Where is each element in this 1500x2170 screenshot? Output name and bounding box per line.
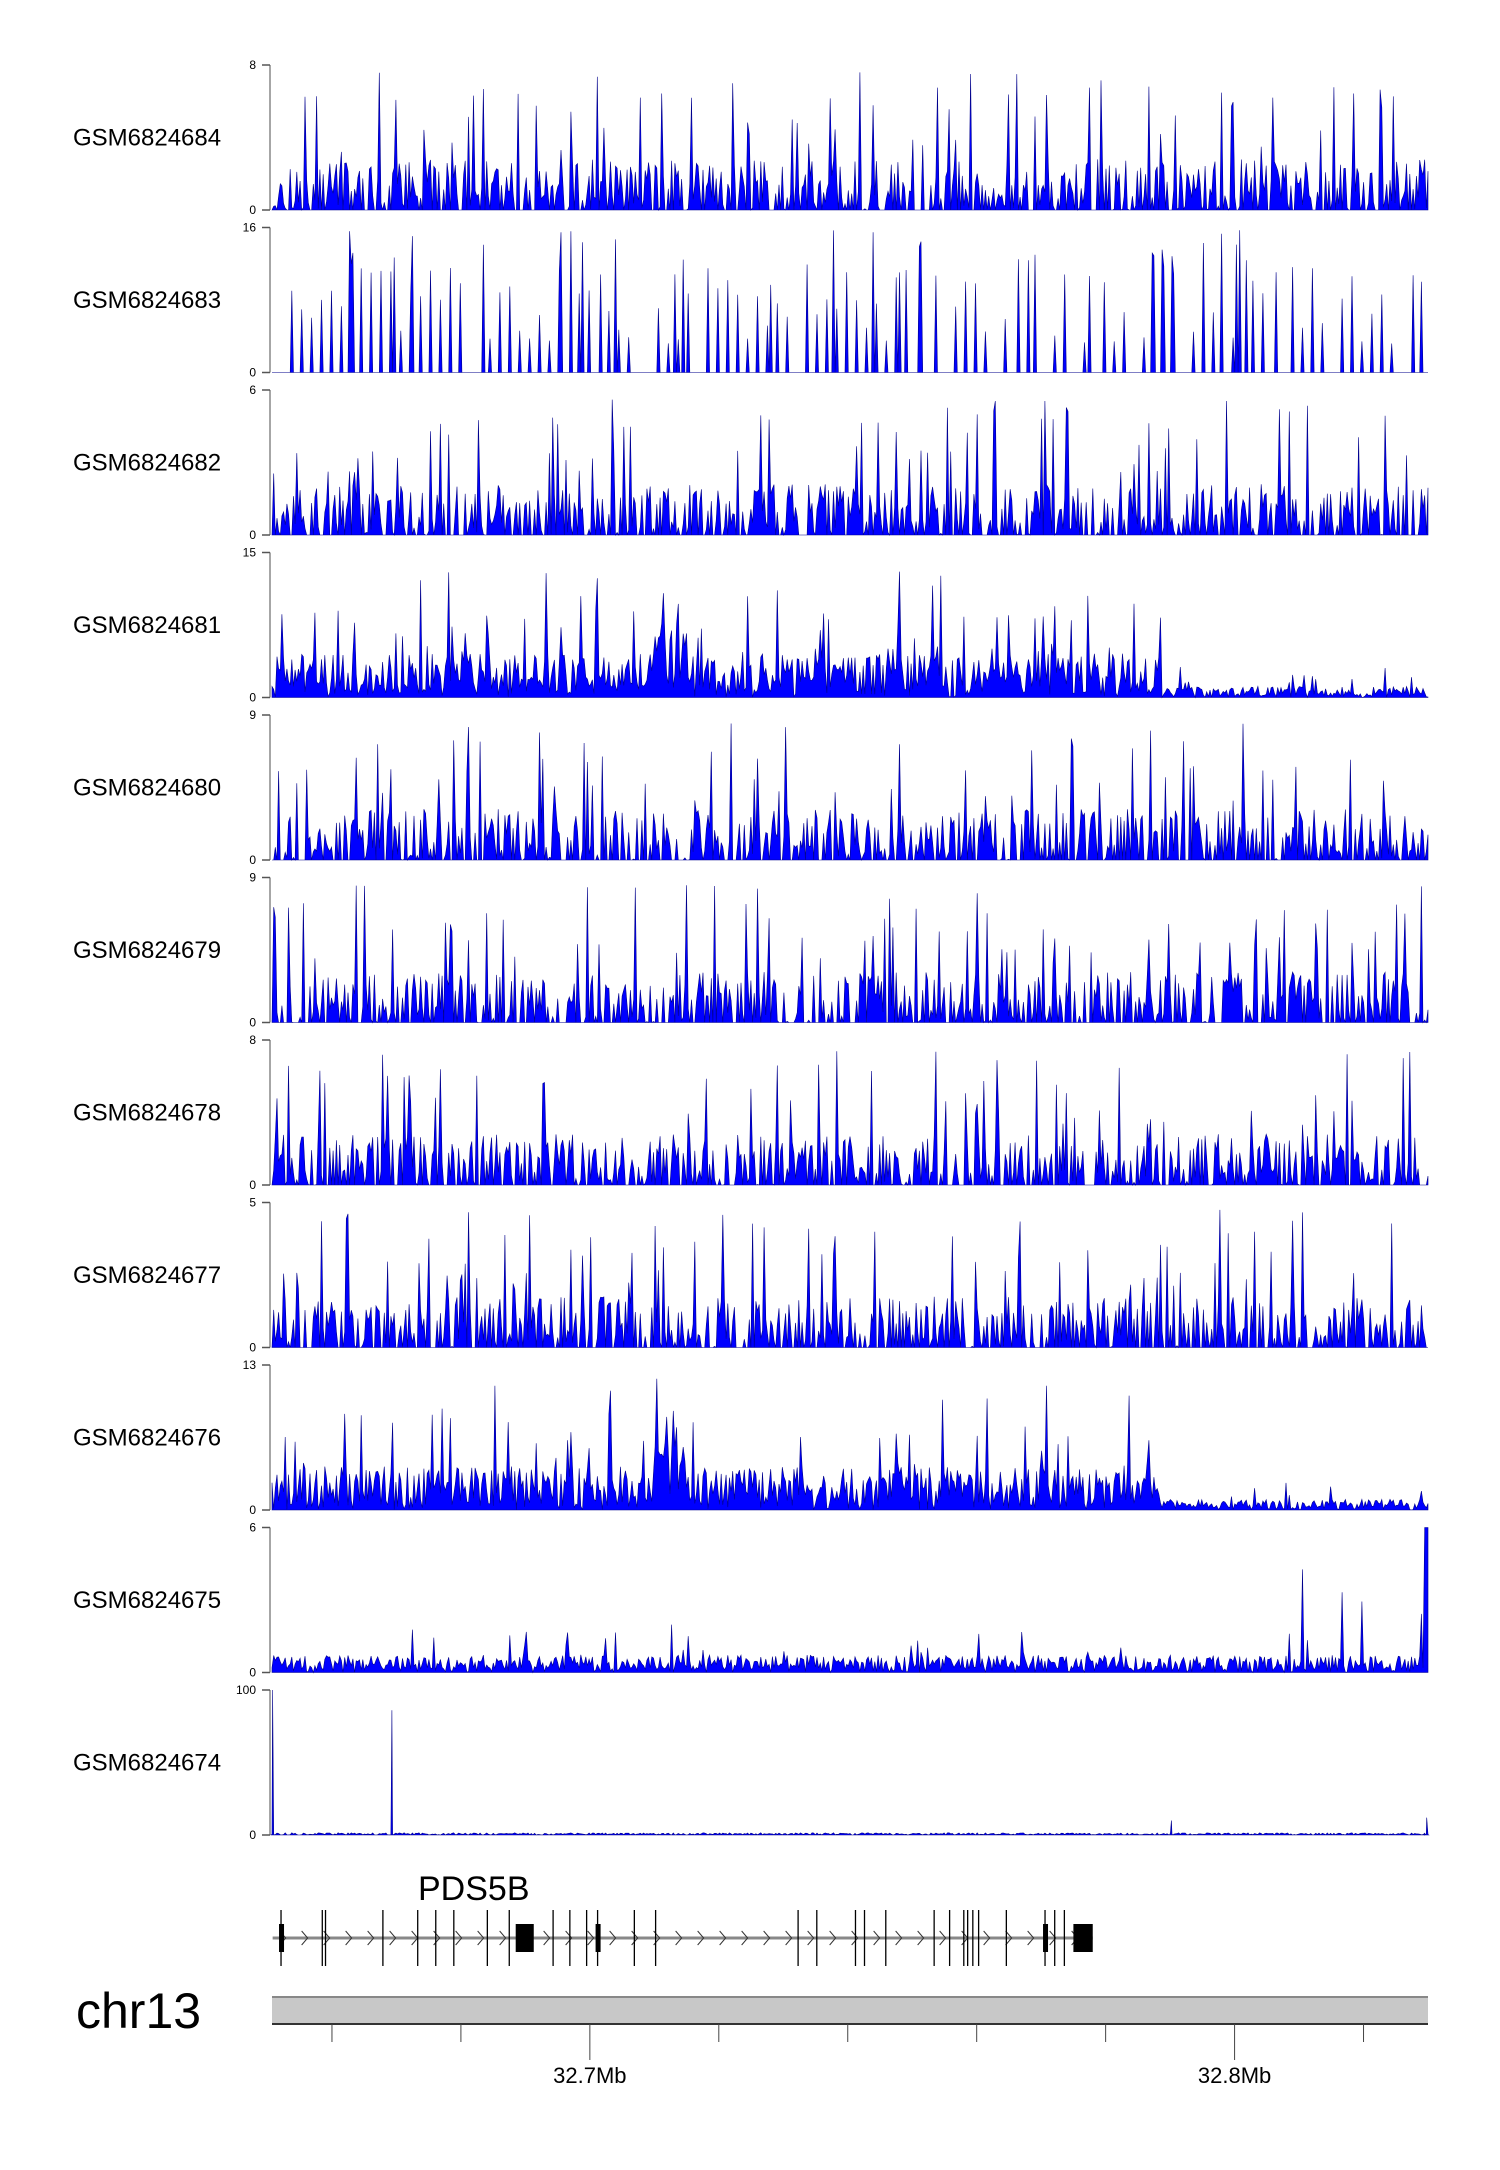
exon-block [515, 1924, 534, 1952]
strand-arrow-icon [741, 1930, 749, 1946]
track-label: GSM6824678 [73, 1100, 221, 1127]
y-tick-label-max: 100 [236, 1683, 256, 1697]
y-tick-label-min: 0 [249, 1666, 256, 1680]
track-label: GSM6824675 [73, 1587, 221, 1614]
strand-arrow-icon [1005, 1930, 1013, 1946]
y-tick-label-max: 9 [249, 708, 256, 722]
exon-block [279, 1924, 285, 1952]
strand-arrow-icon [477, 1930, 485, 1946]
y-tick-label-min: 0 [249, 203, 256, 217]
track-label: GSM6824682 [73, 450, 221, 477]
strand-arrow-icon [873, 1930, 881, 1946]
track-label: GSM6824676 [73, 1425, 221, 1452]
strand-arrow-icon [455, 1930, 463, 1946]
strand-arrow-icon [719, 1930, 727, 1946]
strand-arrow-icon [499, 1930, 507, 1946]
y-tick-label-max: 9 [249, 871, 256, 885]
signal-area [272, 723, 1429, 862]
exon-block [1043, 1924, 1049, 1952]
strand-arrow-icon [917, 1930, 925, 1946]
strand-arrow-icon [1027, 1930, 1035, 1946]
signal-area [271, 1209, 1428, 1349]
strand-arrow-icon [367, 1930, 375, 1946]
chromosome-ideogram [272, 1996, 1428, 2024]
exon-block [1073, 1924, 1093, 1952]
track-label: GSM6824677 [73, 1262, 221, 1289]
y-tick-label-max: 5 [249, 1196, 256, 1210]
gene-name: PDS5B [418, 1870, 530, 1908]
signal-area [271, 399, 1429, 537]
y-tick-label-min: 0 [249, 853, 256, 867]
signal-area [271, 1051, 1429, 1187]
y-tick-label-max: 8 [249, 58, 256, 72]
y-tick-label-max: 16 [243, 221, 257, 235]
strand-arrow-icon [389, 1930, 397, 1946]
y-tick-label-max: 8 [249, 1033, 256, 1047]
strand-arrow-icon [631, 1930, 639, 1946]
strand-arrow-icon [587, 1930, 595, 1946]
chromosome-label: chr13 [76, 1983, 201, 2039]
strand-arrow-icon [697, 1930, 705, 1946]
y-tick-label-min: 0 [249, 1016, 256, 1030]
strand-arrow-icon [1049, 1930, 1057, 1946]
strand-arrow-icon [983, 1930, 991, 1946]
track-label: GSM6824679 [73, 937, 221, 964]
strand-arrow-icon [609, 1930, 617, 1946]
y-tick-label-min: 0 [249, 1828, 256, 1842]
y-tick-label-min: 0 [249, 1341, 256, 1355]
y-tick-label-max: 6 [249, 383, 256, 397]
y-tick-label-min: 0 [249, 1503, 256, 1517]
track-label: GSM6824684 [73, 125, 221, 152]
signal-area [271, 72, 1429, 212]
y-tick-label-min: 0 [249, 366, 256, 380]
strand-arrow-icon [565, 1930, 573, 1946]
track-label: GSM6824681 [73, 612, 221, 639]
signal-area [271, 1527, 1429, 1674]
track-label: GSM6824674 [73, 1750, 221, 1777]
y-tick-label-min: 0 [249, 1178, 256, 1192]
y-tick-label-max: 6 [249, 1521, 256, 1535]
x-tick-label: 32.8Mb [1198, 2063, 1271, 2088]
strand-arrow-icon [785, 1930, 793, 1946]
strand-arrow-icon [543, 1930, 551, 1946]
track-label: GSM6824683 [73, 287, 221, 314]
strand-arrow-icon [763, 1930, 771, 1946]
track-label: GSM6824680 [73, 775, 221, 802]
signal-area [270, 1689, 1430, 1836]
signal-area [271, 885, 1429, 1024]
signal-area [271, 571, 1429, 699]
signal-area [271, 1378, 1429, 1511]
y-tick-label-min: 0 [249, 691, 256, 705]
y-tick-label-min: 0 [249, 528, 256, 542]
strand-arrow-icon [675, 1930, 683, 1946]
exon-block [595, 1924, 601, 1952]
strand-arrow-icon [807, 1930, 815, 1946]
strand-arrow-icon [301, 1930, 309, 1946]
strand-arrow-icon [939, 1930, 947, 1946]
strand-arrow-icon [895, 1930, 903, 1946]
x-tick-label: 32.7Mb [553, 2063, 626, 2088]
strand-arrow-icon [345, 1930, 353, 1946]
y-tick-label-max: 13 [243, 1358, 257, 1372]
signal-area [272, 230, 1428, 373]
strand-arrow-icon [851, 1930, 859, 1946]
strand-arrow-icon [829, 1930, 837, 1946]
y-tick-label-max: 15 [243, 546, 257, 560]
